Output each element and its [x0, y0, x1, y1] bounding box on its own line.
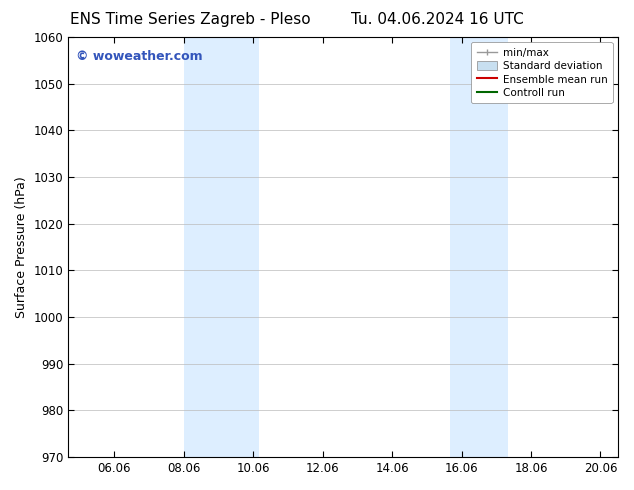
Text: ENS Time Series Zagreb - Pleso: ENS Time Series Zagreb - Pleso — [70, 12, 311, 27]
Bar — [184, 37, 259, 457]
Legend: min/max, Standard deviation, Ensemble mean run, Controll run: min/max, Standard deviation, Ensemble me… — [471, 42, 612, 103]
Bar — [450, 37, 508, 457]
Text: Tu. 04.06.2024 16 UTC: Tu. 04.06.2024 16 UTC — [351, 12, 524, 27]
Text: © woweather.com: © woweather.com — [77, 50, 203, 63]
Y-axis label: Surface Pressure (hPa): Surface Pressure (hPa) — [15, 176, 28, 318]
